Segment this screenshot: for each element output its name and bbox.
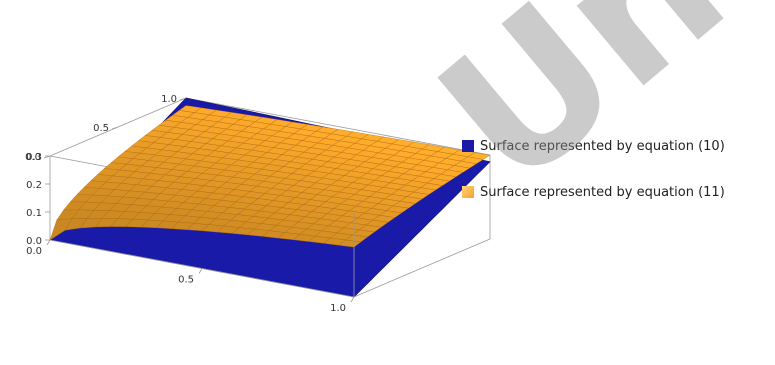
y-tick-label: 1.0 bbox=[161, 94, 177, 105]
y-tick-mark bbox=[179, 97, 187, 101]
x-tick-label: 1.0 bbox=[330, 303, 346, 314]
x-tick-mark bbox=[350, 296, 355, 303]
x-tick-mark bbox=[46, 239, 51, 246]
legend: Surface represented by equation (10) Sur… bbox=[462, 136, 725, 228]
legend-item-eq10: Surface represented by equation (10) bbox=[462, 136, 725, 156]
legend-label-eq10: Surface represented by equation (10) bbox=[480, 138, 725, 154]
z-tick-label: 0.0 bbox=[26, 236, 42, 247]
box-edge bbox=[185, 97, 491, 156]
legend-swatch-orange bbox=[462, 186, 474, 198]
y-tick-label: 0.5 bbox=[93, 123, 109, 134]
z-tick-label: 0.3 bbox=[26, 152, 42, 163]
x-tick-label: 0.5 bbox=[178, 275, 194, 286]
y-tick-mark bbox=[111, 126, 119, 130]
y-tick-label: 0.0 bbox=[25, 152, 41, 163]
z-tick-label: 0.2 bbox=[26, 180, 42, 191]
axis-ticks: 0.0 0.5 1.0 0.0 0.5 1.0 0.0 0.1 0.2 0.3 bbox=[25, 94, 355, 314]
orange-surface-cell bbox=[338, 239, 362, 248]
x-tick-label: 0.0 bbox=[26, 246, 42, 257]
legend-swatch-blue bbox=[462, 140, 474, 152]
surface-equation-11 bbox=[49, 105, 491, 248]
box-edge bbox=[353, 238, 491, 298]
z-tick-label: 0.1 bbox=[26, 208, 42, 219]
legend-item-eq11: Surface represented by equation (11) bbox=[462, 182, 725, 202]
x-tick-mark bbox=[198, 268, 203, 274]
legend-label-eq11: Surface represented by equation (11) bbox=[480, 184, 725, 200]
